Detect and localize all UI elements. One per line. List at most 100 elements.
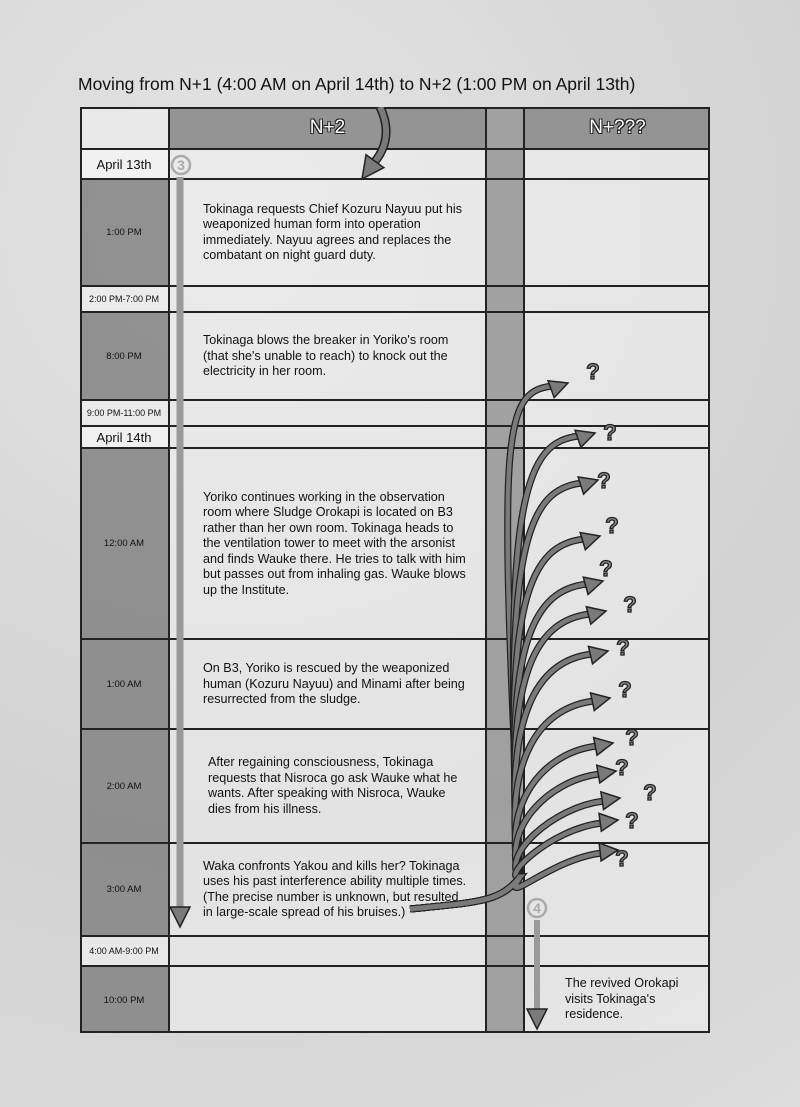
header-n2: N+2: [170, 107, 487, 148]
branch-arrow: [409, 743, 598, 912]
event-cell: Waka confronts Yakou and kills her? Toki…: [170, 844, 487, 935]
event-cell: [170, 937, 487, 965]
question-mark-icon: ?: [623, 592, 636, 617]
question-mark-icon: ?: [616, 635, 629, 660]
header-nunknown: N+???: [523, 107, 710, 148]
arrows-layer: 3 4?????????????: [168, 107, 657, 1031]
branch-arrow-outline: [409, 580, 588, 913]
question-mark-icon: ?: [625, 725, 638, 750]
question-mark-icon: ?: [586, 359, 599, 384]
table-row: 12:00 AM Yoriko continues working in the …: [80, 447, 710, 638]
event-text: Tokinaga blows the breaker in Yoriko's r…: [203, 332, 449, 378]
event-cell: [170, 287, 487, 311]
question-mark-icon: ?: [618, 677, 631, 702]
event-cell: Yoriko continues working in the observat…: [170, 449, 487, 638]
event-text: After regaining consciousness, Tokinaga …: [208, 755, 458, 816]
branch-arrowhead: [573, 429, 597, 449]
branch-arrow: [409, 850, 603, 912]
branch-arrow: [409, 383, 553, 912]
event-text: On B3, Yoriko is rescued by the weaponiz…: [203, 660, 465, 706]
branch-arrow-outline: [409, 697, 595, 913]
nunknown-cell: [523, 150, 710, 178]
table-row: 1:00 PM Tokinaga requests Chief Kozuru Na…: [80, 178, 710, 285]
event-cell: Tokinaga blows the breaker in Yoriko's r…: [170, 313, 487, 399]
table-border: [80, 107, 710, 1033]
nunknown-cell: [523, 401, 710, 425]
step4-number: 4: [533, 900, 541, 916]
row-label: 10:00 PM: [80, 967, 170, 1033]
nunknown-cell: [523, 427, 710, 447]
header-row: N+2 N+???: [80, 107, 710, 148]
branch-arrowhead: [587, 645, 610, 666]
branch-arrowhead: [598, 841, 620, 863]
event-cell: On B3, Yoriko is rescued by the weaponiz…: [170, 640, 487, 728]
table-row: April 14th: [80, 425, 710, 447]
question-mark-icon: ?: [615, 846, 628, 871]
row-label: 8:00 PM: [80, 313, 170, 399]
branch-arrowhead: [599, 790, 622, 811]
row-label: 4:00 AM-9:00 PM: [80, 937, 170, 965]
nunknown-cell: [523, 937, 710, 965]
event-cell: [170, 401, 487, 425]
question-mark-icon: ?: [599, 556, 612, 581]
row-label: 2:00 AM: [80, 730, 170, 842]
nunknown-cell: [523, 449, 710, 638]
table-row: 2:00 PM-7:00 PM: [80, 285, 710, 311]
branch-arrow: [409, 820, 603, 912]
question-mark-icon: ?: [603, 420, 616, 445]
step4-arrowhead: [525, 1008, 549, 1031]
question-mark-icon: ?: [615, 755, 628, 780]
row-label: 3:00 AM: [80, 844, 170, 935]
question-mark-icon: ?: [605, 513, 618, 538]
event-text: Tokinaga requests Chief Kozuru Nayuu put…: [203, 201, 463, 263]
branch-trunk: [409, 875, 522, 912]
branch-arrowhead: [577, 475, 600, 496]
event-text: Waka confronts Yakou and kills her? Toki…: [203, 858, 467, 920]
branch-arrowhead: [585, 605, 608, 626]
row-label: 1:00 AM: [80, 640, 170, 728]
branch-arrow-outline: [409, 382, 553, 913]
question-mark-icon: ?: [597, 468, 610, 493]
branch-arrowhead: [582, 576, 605, 596]
nunknown-cell: The revived Orokapi visits Tokinaga's re…: [523, 967, 710, 1033]
branch-arrow: [409, 698, 595, 912]
row-label: 12:00 AM: [80, 449, 170, 638]
event-cell: Tokinaga requests Chief Kozuru Nayuu put…: [170, 180, 487, 285]
row-label: April 14th: [80, 427, 170, 447]
table-row: 1:00 AM On B3, Yoriko is rescued by the w…: [80, 638, 710, 728]
row-label: 9:00 PM-11:00 PM: [80, 401, 170, 425]
step3-circle: [170, 154, 192, 176]
table-row: 8:00 PM Tokinaga blows the breaker in Yor…: [80, 311, 710, 399]
table-row: 4:00 AM-9:00 PM: [80, 935, 710, 965]
branch-arrow-outline: [409, 819, 603, 913]
table-row: April 13th: [80, 148, 710, 178]
branch-arrowhead: [595, 764, 618, 785]
event-text: Yoriko continues working in the observat…: [203, 489, 466, 597]
nunknown-text: The revived Orokapi visits Tokinaga's re…: [565, 976, 679, 1021]
nunknown-cell: [523, 287, 710, 311]
nunknown-cell: [523, 844, 710, 935]
branch-arrowhead: [546, 379, 570, 400]
question-mark-icon: ?: [643, 780, 656, 805]
event-cell: After regaining consciousness, Tokinaga …: [170, 730, 487, 842]
question-mark-icon: ?: [625, 808, 638, 833]
table-row: 9:00 PM-11:00 PM: [80, 399, 710, 425]
branch-arrow-outline: [409, 742, 598, 913]
timeline-table: N+2 N+??? April 13th 1:00 PM Tokinaga reques…: [80, 107, 710, 1033]
step3-number: 3: [177, 157, 185, 173]
branch-arrow: [409, 581, 588, 912]
branch-arrowhead: [592, 736, 615, 757]
step3-arrowhead: [168, 906, 192, 929]
branch-arrowhead: [598, 812, 620, 833]
time-jump-arrowhead: [361, 153, 386, 181]
nunknown-cell: [523, 180, 710, 285]
row-label: April 13th: [80, 150, 170, 178]
event-cell: [170, 967, 487, 1033]
header-corner: [80, 107, 170, 148]
table-row: 3:00 AM Waka confronts Yakou and kills he…: [80, 842, 710, 935]
branch-arrowhead: [579, 531, 602, 552]
event-cell: [170, 427, 487, 447]
step4-circle: [526, 897, 548, 919]
row-label: 2:00 PM-7:00 PM: [80, 287, 170, 311]
row-label: 1:00 PM: [80, 180, 170, 285]
